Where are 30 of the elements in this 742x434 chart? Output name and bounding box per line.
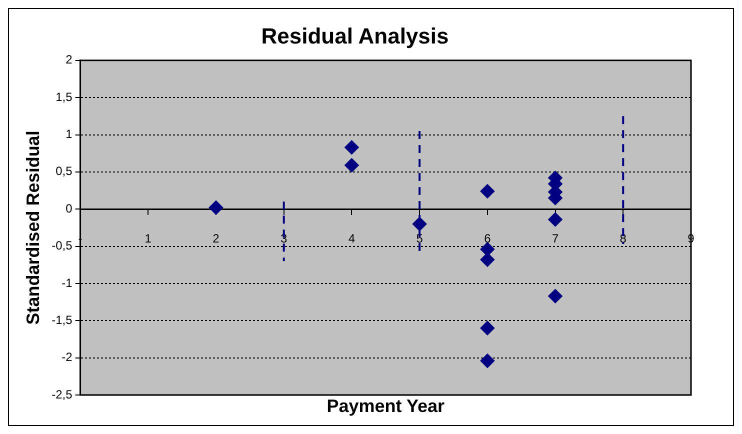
y-tick-label: -2,5: [52, 387, 73, 402]
y-tick-label: -1: [62, 276, 73, 290]
point: [208, 200, 223, 215]
point: [344, 158, 359, 172]
point: [480, 184, 494, 198]
point: [344, 140, 359, 154]
chart-title: Residual Analysis: [261, 23, 449, 48]
point: [480, 242, 494, 256]
y-tick-label: 1: [66, 127, 73, 142]
x-tick-label: 6: [484, 232, 492, 246]
y-tick-label: -2: [62, 350, 73, 364]
x-axis-title: Payment Year: [326, 396, 445, 416]
point: [548, 212, 562, 227]
y-tick-label: 2: [66, 52, 73, 67]
x-tick-label: 4: [348, 232, 356, 246]
point: [480, 354, 494, 368]
y-tick-label: -1,5: [52, 312, 73, 327]
x-tick-label: 1: [144, 232, 152, 246]
y-tick-label: -0,5: [52, 238, 73, 253]
y-tick-label: 0,5: [56, 164, 73, 178]
x-tick-label: 2: [212, 232, 220, 246]
x-tick-label: 7: [552, 232, 559, 246]
y-axis-title: Standardised Residual: [22, 130, 43, 325]
point: [480, 252, 494, 267]
x-tick-label: 5: [416, 232, 424, 246]
point: [548, 289, 562, 304]
point: [412, 216, 427, 231]
y-tick-label: 0: [66, 201, 73, 216]
point: [480, 321, 494, 336]
y-tick-label: 1,5: [56, 90, 73, 104]
